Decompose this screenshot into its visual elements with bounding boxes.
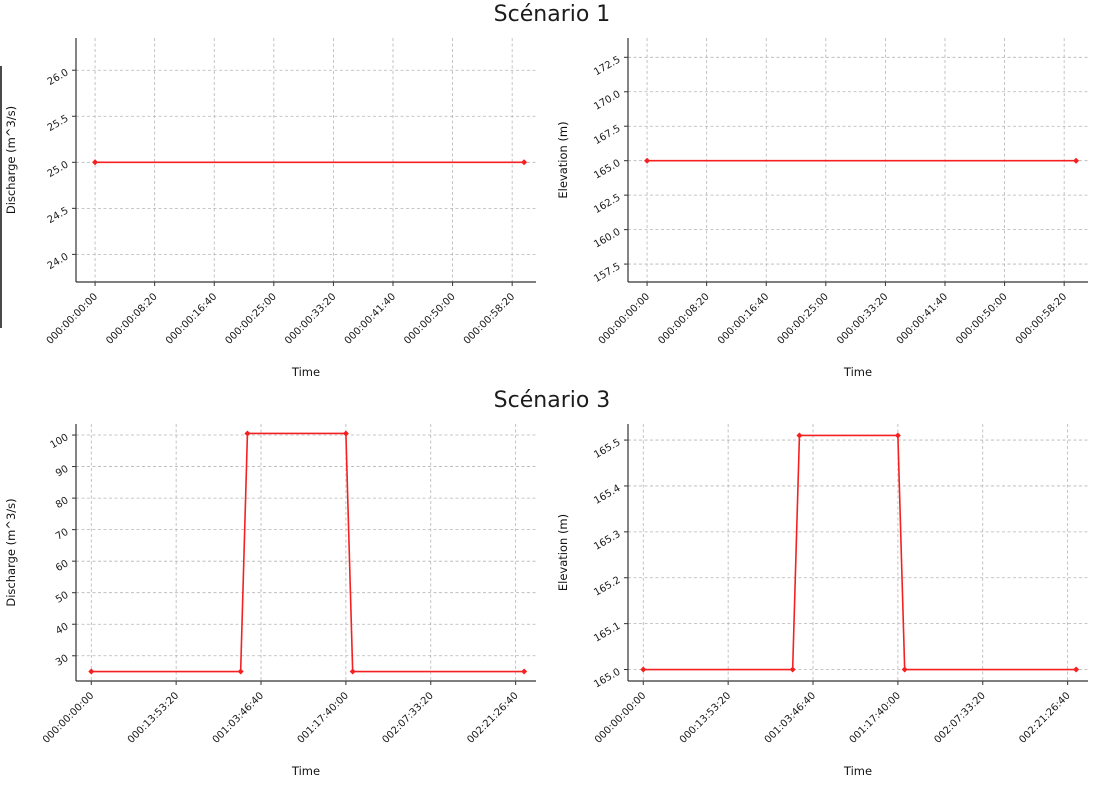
svg-text:Time: Time	[291, 764, 320, 778]
svg-text:Time: Time	[843, 365, 872, 379]
scenario1-row: 000:00:00:00 000:00:08:20 000:00:16:40 000:…	[0, 30, 1104, 386]
scenario1-elevation-cell: 000:00:00:00 000:00:08:20 000:00:16:40 000:…	[552, 30, 1104, 386]
scenario3-discharge-chart: 000:00:00:00 000:13:53:20 001:03:46:40 001:…	[4, 424, 536, 778]
svg-text:90: 90	[54, 464, 71, 480]
svg-text:70: 70	[54, 527, 71, 543]
svg-text:000:00:33:20: 000:00:33:20	[835, 291, 890, 346]
svg-text:002:21:26:40: 002:21:26:40	[1017, 690, 1072, 745]
svg-text:80: 80	[54, 495, 71, 511]
svg-text:002:07:33:20: 002:07:33:20	[932, 690, 987, 745]
svg-text:160.0: 160.0	[592, 227, 622, 251]
svg-text:30: 30	[54, 653, 71, 669]
svg-text:000:00:08:20: 000:00:08:20	[656, 291, 711, 346]
svg-text:Time: Time	[843, 764, 872, 778]
svg-text:000:00:00:00: 000:00:00:00	[41, 690, 96, 745]
svg-text:162.5: 162.5	[592, 192, 622, 216]
svg-text:60: 60	[54, 558, 71, 574]
svg-text:24.0: 24.0	[46, 251, 71, 272]
svg-text:000:00:41:40: 000:00:41:40	[895, 291, 950, 346]
svg-text:165.3: 165.3	[592, 529, 622, 553]
svg-text:50: 50	[54, 590, 71, 606]
svg-text:001:03:46:40: 001:03:46:40	[211, 690, 266, 745]
svg-text:000:00:25:00: 000:00:25:00	[776, 291, 831, 346]
svg-text:001:03:46:40: 001:03:46:40	[763, 690, 818, 745]
svg-text:001:17:40:00: 001:17:40:00	[296, 690, 351, 745]
svg-text:000:00:50:00: 000:00:50:00	[402, 291, 457, 346]
svg-text:26.0: 26.0	[46, 67, 71, 88]
scenario3-row: 000:00:00:00 000:13:53:20 001:03:46:40 001:…	[0, 416, 1104, 785]
svg-text:000:00:00:00: 000:00:00:00	[597, 291, 652, 346]
scenario3-title: Scénario 3	[493, 388, 611, 413]
svg-text:001:17:40:00: 001:17:40:00	[848, 690, 903, 745]
scenario1-discharge-cell: 000:00:00:00 000:00:08:20 000:00:16:40 000:…	[0, 30, 552, 386]
svg-text:Discharge (m^3/s): Discharge (m^3/s)	[4, 106, 18, 214]
svg-text:000:00:16:40: 000:00:16:40	[164, 291, 219, 346]
svg-text:157.5: 157.5	[592, 261, 622, 285]
scenario1-title: Scénario 1	[493, 2, 611, 27]
svg-text:000:00:58:20: 000:00:58:20	[1014, 291, 1069, 346]
svg-text:165.0: 165.0	[592, 158, 622, 182]
svg-text:165.2: 165.2	[592, 575, 622, 599]
clipped-neighbor-axis-artifact	[0, 66, 2, 328]
svg-text:000:00:08:20: 000:00:08:20	[104, 291, 159, 346]
svg-text:Elevation (m): Elevation (m)	[556, 514, 570, 591]
svg-text:002:21:26:40: 002:21:26:40	[465, 690, 520, 745]
svg-text:000:00:41:40: 000:00:41:40	[343, 291, 398, 346]
scenario3-discharge-cell: 000:00:00:00 000:13:53:20 001:03:46:40 001:…	[0, 416, 552, 785]
scenario3-elevation-cell: 000:00:00:00 000:13:53:20 001:03:46:40 001:…	[552, 416, 1104, 785]
svg-text:25.0: 25.0	[46, 159, 71, 180]
svg-text:Discharge (m^3/s): Discharge (m^3/s)	[4, 498, 18, 606]
svg-text:000:00:25:00: 000:00:25:00	[224, 291, 279, 346]
svg-text:165.4: 165.4	[592, 483, 622, 507]
svg-text:167.5: 167.5	[592, 123, 622, 147]
svg-text:25.5: 25.5	[46, 113, 71, 134]
svg-text:000:00:50:00: 000:00:50:00	[954, 291, 1009, 346]
svg-text:Time: Time	[291, 365, 320, 379]
svg-text:000:13:53:20: 000:13:53:20	[126, 690, 181, 745]
svg-text:165.5: 165.5	[592, 437, 622, 461]
svg-text:000:00:00:00: 000:00:00:00	[45, 291, 100, 346]
svg-text:000:13:53:20: 000:13:53:20	[678, 690, 733, 745]
svg-text:000:00:00:00: 000:00:00:00	[593, 690, 648, 745]
svg-text:002:07:33:20: 002:07:33:20	[380, 690, 435, 745]
svg-text:165.0: 165.0	[592, 667, 622, 691]
svg-text:100: 100	[48, 432, 70, 451]
scenario3-elevation-chart: 000:00:00:00 000:13:53:20 001:03:46:40 001:…	[556, 424, 1088, 778]
svg-text:172.5: 172.5	[592, 54, 622, 78]
svg-text:000:00:33:20: 000:00:33:20	[283, 291, 338, 346]
svg-text:170.0: 170.0	[592, 89, 622, 113]
svg-text:40: 40	[54, 621, 71, 637]
scenario1-discharge-chart: 000:00:00:00 000:00:08:20 000:00:16:40 000:…	[4, 38, 536, 379]
svg-text:000:00:58:20: 000:00:58:20	[462, 291, 517, 346]
svg-text:24.5: 24.5	[46, 205, 71, 226]
svg-text:165.1: 165.1	[592, 621, 622, 645]
scenario1-elevation-chart: 000:00:00:00 000:00:08:20 000:00:16:40 000:…	[556, 38, 1088, 379]
svg-text:000:00:16:40: 000:00:16:40	[716, 291, 771, 346]
svg-text:Elevation (m): Elevation (m)	[556, 121, 570, 198]
